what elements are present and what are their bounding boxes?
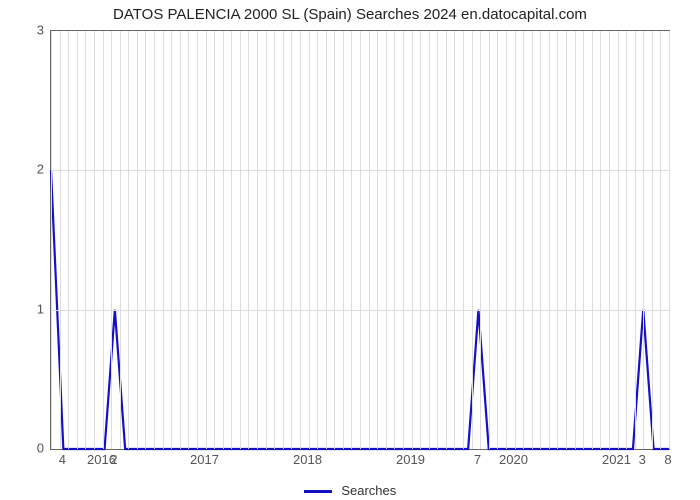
y-tick-label: 1 [4,301,44,316]
y-tick-label: 2 [4,162,44,177]
data-point-label: 8 [664,452,671,467]
x-tick-label: 2021 [602,452,631,467]
data-point-label: 4 [59,452,66,467]
data-point-label: 7 [474,452,481,467]
y-tick-label: 3 [4,23,44,38]
x-tick-label: 2017 [190,452,219,467]
data-point-label: 3 [639,452,646,467]
chart-title: DATOS PALENCIA 2000 SL (Spain) Searches … [0,6,700,23]
data-point-label: 2 [110,452,117,467]
legend: Searches [0,483,700,498]
x-tick-label: 2018 [293,452,322,467]
x-tick-label: 2019 [396,452,425,467]
plot-area [50,30,670,450]
legend-swatch [304,490,332,493]
legend-label: Searches [341,483,396,498]
x-tick-label: 2020 [499,452,528,467]
chart-container: DATOS PALENCIA 2000 SL (Spain) Searches … [0,0,700,500]
y-tick-label: 0 [4,441,44,456]
